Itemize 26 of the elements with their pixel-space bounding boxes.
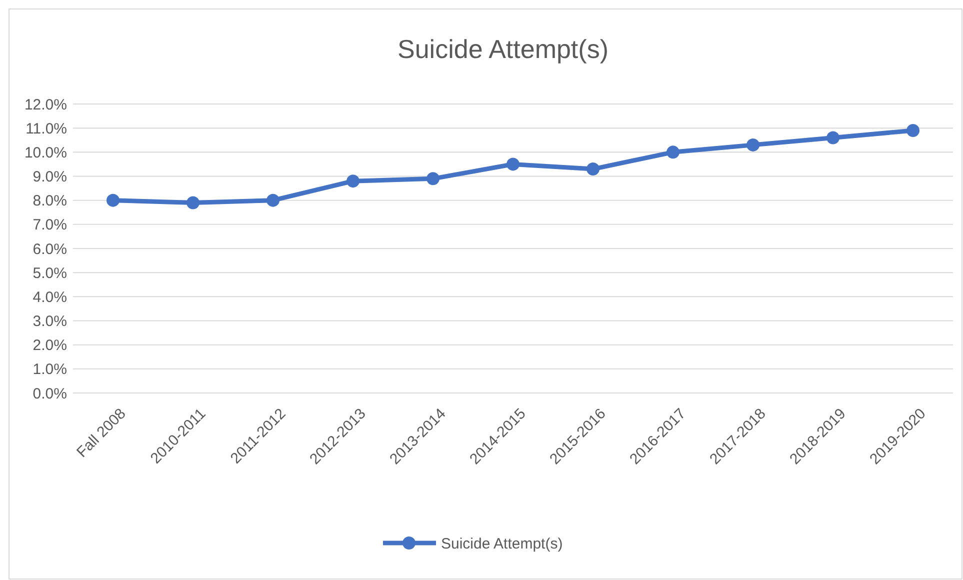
y-tick-label: 12.0%	[24, 96, 67, 114]
point	[586, 162, 600, 176]
y-tick-label: 0.0%	[32, 385, 67, 402]
y-tick-label: 4.0%	[32, 288, 67, 306]
y-tick-label: 6.0%	[32, 240, 67, 258]
y-tick-label: 7.0%	[32, 216, 67, 234]
chart-title: Suicide Attempt(s)	[398, 34, 608, 64]
point	[266, 194, 280, 207]
point	[106, 194, 120, 207]
y-tick-label: 11.0%	[26, 120, 67, 138]
y-tick-label: 5.0%	[32, 264, 67, 282]
y-tick-label: 9.0%	[32, 168, 67, 186]
y-tick-label: 10.0%	[24, 144, 67, 162]
y-tick-label: 3.0%	[32, 313, 67, 330]
point	[186, 196, 200, 210]
legend-label: Suicide Attempt(s)	[441, 535, 563, 552]
point	[666, 146, 680, 159]
point	[426, 172, 440, 186]
point	[506, 158, 520, 171]
y-tick-label: 2.0%	[32, 337, 67, 354]
point	[346, 174, 360, 188]
point	[826, 131, 840, 144]
y-tick-label: 1.0%	[32, 361, 67, 378]
point	[746, 138, 760, 152]
point	[906, 124, 920, 137]
y-tick-label: 8.0%	[32, 192, 67, 210]
